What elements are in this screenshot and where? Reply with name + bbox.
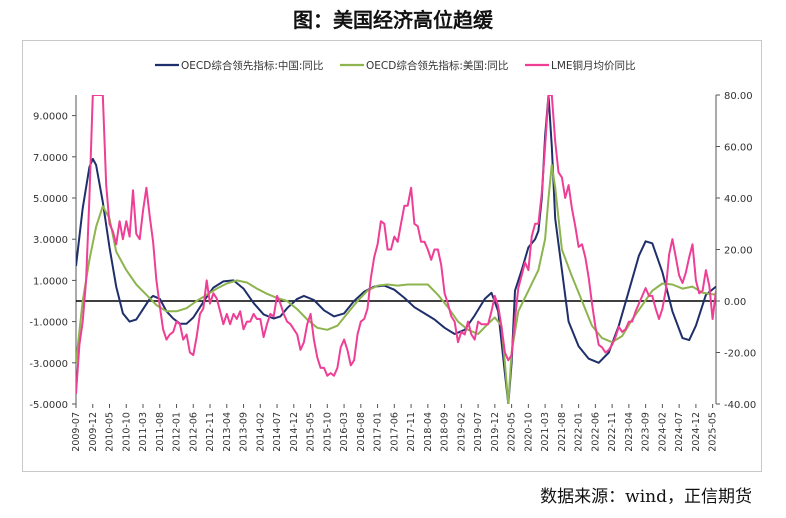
series-line-2 [76, 164, 716, 404]
right-tick-label: 40.00 [724, 194, 753, 205]
axes-layer: 9.0000 7.0000 5.0000 3.0000 1.0000 -1.0000 -3.… [29, 91, 756, 452]
source-note: 数据来源：wind，正信期货 [540, 487, 752, 507]
right-tick-label: 60.00 [724, 143, 753, 154]
x-tick-label: 2014-07 [272, 412, 283, 452]
x-tick-label: 2013-09 [239, 412, 250, 452]
legend-label-1: OECD综合领先指标:中国:同比 [181, 59, 323, 72]
x-tick-label: 2024-12 [691, 412, 702, 452]
right-tick-label: 0.00 [724, 297, 746, 308]
x-tick-label: 2009-12 [88, 412, 99, 452]
x-tick-label: 2012-06 [188, 412, 199, 452]
legend: OECD综合领先指标:中国:同比 OECD综合领先指标:美国:同比 LME铜月均价同… [155, 59, 636, 72]
x-tick-label: 2014-02 [255, 412, 266, 452]
x-tick-label: 2016-08 [356, 412, 367, 452]
left-tick-label: -3.0000 [29, 359, 68, 370]
x-tick-label: 2019-12 [490, 412, 501, 452]
right-tick-label: 20.00 [724, 246, 753, 257]
x-tick-label: 2022-06 [590, 412, 601, 452]
x-tick-label: 2018-09 [440, 412, 451, 452]
x-tick-label: 2024-07 [674, 412, 685, 452]
x-tick-label: 2017-01 [373, 412, 384, 452]
x-tick-label: 2022-01 [574, 412, 585, 452]
x-tick-label: 2011-08 [155, 412, 166, 452]
x-tick-label: 2017-11 [406, 412, 417, 452]
left-tick-label: 5.0000 [33, 194, 68, 205]
legend-label-2: OECD综合领先指标:美国:同比 [366, 59, 508, 72]
left-tick-label: 1.0000 [33, 276, 68, 287]
x-tick-label: 2022-11 [607, 412, 618, 452]
x-tick-label: 2016-03 [339, 412, 350, 452]
x-tick-label: 2020-05 [507, 412, 518, 452]
x-tick-label: 2019-02 [456, 412, 467, 452]
x-tick-label: 2010-05 [105, 412, 116, 452]
x-tick-label: 2014-12 [289, 412, 300, 452]
x-tick-label: 2013-04 [222, 412, 233, 452]
left-tick-label: -1.0000 [29, 318, 68, 329]
page-title: 图：美国经济高位趋缓 [293, 8, 493, 32]
x-tick-label: 2019-07 [473, 412, 484, 452]
legend-label-3: LME铜月均价同比 [551, 59, 636, 72]
x-tick-label: 2020-10 [523, 412, 534, 452]
chart-frame [22, 40, 762, 472]
x-tick-label: 2018-04 [423, 412, 434, 452]
x-tick-label: 2025-05 [708, 412, 719, 452]
x-tick-label: 2010-10 [121, 412, 132, 452]
left-tick-label: 9.0000 [33, 112, 68, 123]
right-tick-label: -40.00 [724, 400, 756, 411]
x-tick-label: 2021-03 [540, 412, 551, 452]
left-tick-label: 3.0000 [33, 235, 68, 246]
series-line-1 [76, 95, 716, 404]
series-line-3 [76, 95, 716, 394]
x-tick-label: 2023-09 [641, 412, 652, 452]
right-tick-label: -20.00 [724, 349, 756, 360]
x-tick-label: 2011-03 [138, 412, 149, 452]
x-tick-label: 2023-04 [624, 412, 635, 452]
x-tick-label: 2009-07 [71, 412, 82, 452]
series-layer [76, 95, 716, 404]
x-tick-label: 2012-11 [205, 412, 216, 452]
x-tick-label: 2017-06 [389, 412, 400, 452]
left-tick-label: -5.0000 [29, 400, 68, 411]
x-tick-label: 2012-01 [172, 412, 183, 452]
x-tick-label: 2021-08 [557, 412, 568, 452]
x-tick-label: 2024-02 [657, 412, 668, 452]
x-tick-label: 2015-10 [322, 412, 333, 452]
right-tick-label: 80.00 [724, 91, 753, 102]
left-tick-label: 7.0000 [33, 153, 68, 164]
x-tick-label: 2015-05 [306, 412, 317, 452]
